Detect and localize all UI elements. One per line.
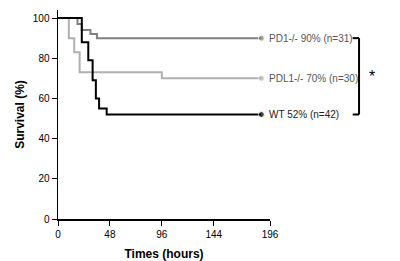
svg-text:0: 0 <box>55 229 61 240</box>
svg-text:60: 60 <box>38 93 50 104</box>
svg-text:20: 20 <box>38 173 50 184</box>
svg-text:PDL1-/- 70% (n=30): PDL1-/- 70% (n=30) <box>269 73 358 84</box>
svg-text:196: 196 <box>262 229 279 240</box>
svg-text:40: 40 <box>38 133 50 144</box>
svg-text:Survival (%): Survival (%) <box>13 80 27 149</box>
svg-text:144: 144 <box>205 229 222 240</box>
svg-text:*: * <box>369 68 375 85</box>
svg-text:48: 48 <box>104 229 116 240</box>
svg-text:0: 0 <box>44 214 50 225</box>
svg-text:PD1-/- 90% (n=31): PD1-/- 90% (n=31) <box>269 33 353 44</box>
svg-text:96: 96 <box>156 229 168 240</box>
svg-text:WT 52% (n=42): WT 52% (n=42) <box>269 109 339 120</box>
svg-text:Times (hours): Times (hours) <box>124 247 203 261</box>
svg-text:100: 100 <box>33 13 50 24</box>
svg-text:80: 80 <box>38 53 50 64</box>
